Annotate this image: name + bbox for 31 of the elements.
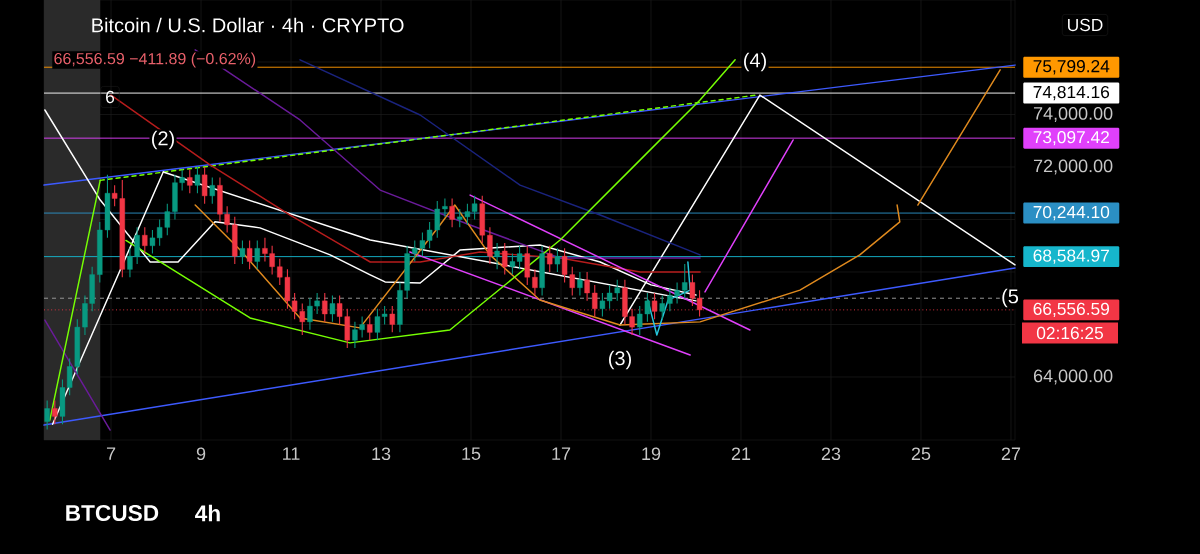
text: Bitcoin / U.S. Dollar · 4h · CRYPTO [92,17,404,33]
x-tick-label: 17 [552,447,571,460]
x-tick-label: 25 [911,447,931,461]
annotation: (2) [152,130,174,150]
ref-line-label: 68,584.97 [1033,249,1109,264]
y-tick-label: 72,000.00 [1033,159,1113,175]
x-tick-label: 27 [1001,447,1021,460]
ref-line-label: 74,814.16 [1033,85,1110,101]
y-tick-label: 74,000.00 [1033,107,1113,122]
text: 4h [195,504,220,522]
x-tick-label: 21 [731,447,751,460]
x-tick-label: 15 [462,447,481,460]
annotation: 6 [106,90,115,104]
ref-line-label: 75,799.24 [1033,60,1110,75]
x-tick-label: 23 [821,447,841,461]
y-tick-label: 64,000.00 [1033,369,1113,385]
text: 02:16:25 [1036,326,1104,340]
ref-line-label: 73,097.42 [1033,130,1109,146]
ref-line-label: 66,556.59 [1033,302,1109,318]
x-tick-label: 9 [196,447,206,461]
text: BTCUSD [66,504,159,522]
x-tick-label: 13 [372,447,391,461]
x-tick-label: 7 [106,447,116,460]
x-tick-label: 19 [642,447,661,461]
text: USD [1068,18,1103,32]
annotation: (5 [1002,288,1019,308]
ref-line-label: 70,244.10 [1033,205,1110,221]
x-tick-label: 11 [283,447,300,460]
text: 66,556.59 −411.89 (−0.62%) [54,52,256,68]
annotation: (3) [609,350,631,370]
annotation: (4) [744,52,766,72]
